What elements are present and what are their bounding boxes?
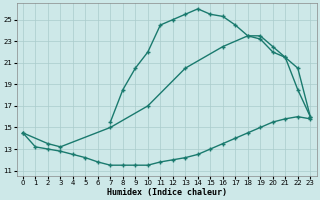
X-axis label: Humidex (Indice chaleur): Humidex (Indice chaleur) — [107, 188, 227, 197]
